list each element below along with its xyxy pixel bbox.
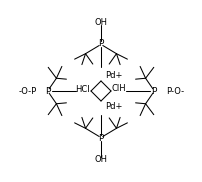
Text: P: P [98, 39, 104, 48]
Text: -O-P: -O-P [18, 86, 36, 96]
Text: P: P [98, 134, 104, 143]
Text: P-O-: P-O- [166, 86, 184, 96]
Text: ClH: ClH [112, 84, 126, 93]
Text: Pd+: Pd+ [106, 102, 123, 111]
Text: HCl: HCl [76, 85, 90, 94]
Text: OH: OH [95, 18, 107, 27]
Text: P: P [45, 86, 51, 96]
Text: Pd+: Pd+ [106, 71, 123, 80]
Text: P: P [151, 86, 157, 96]
Text: OH: OH [95, 155, 107, 164]
